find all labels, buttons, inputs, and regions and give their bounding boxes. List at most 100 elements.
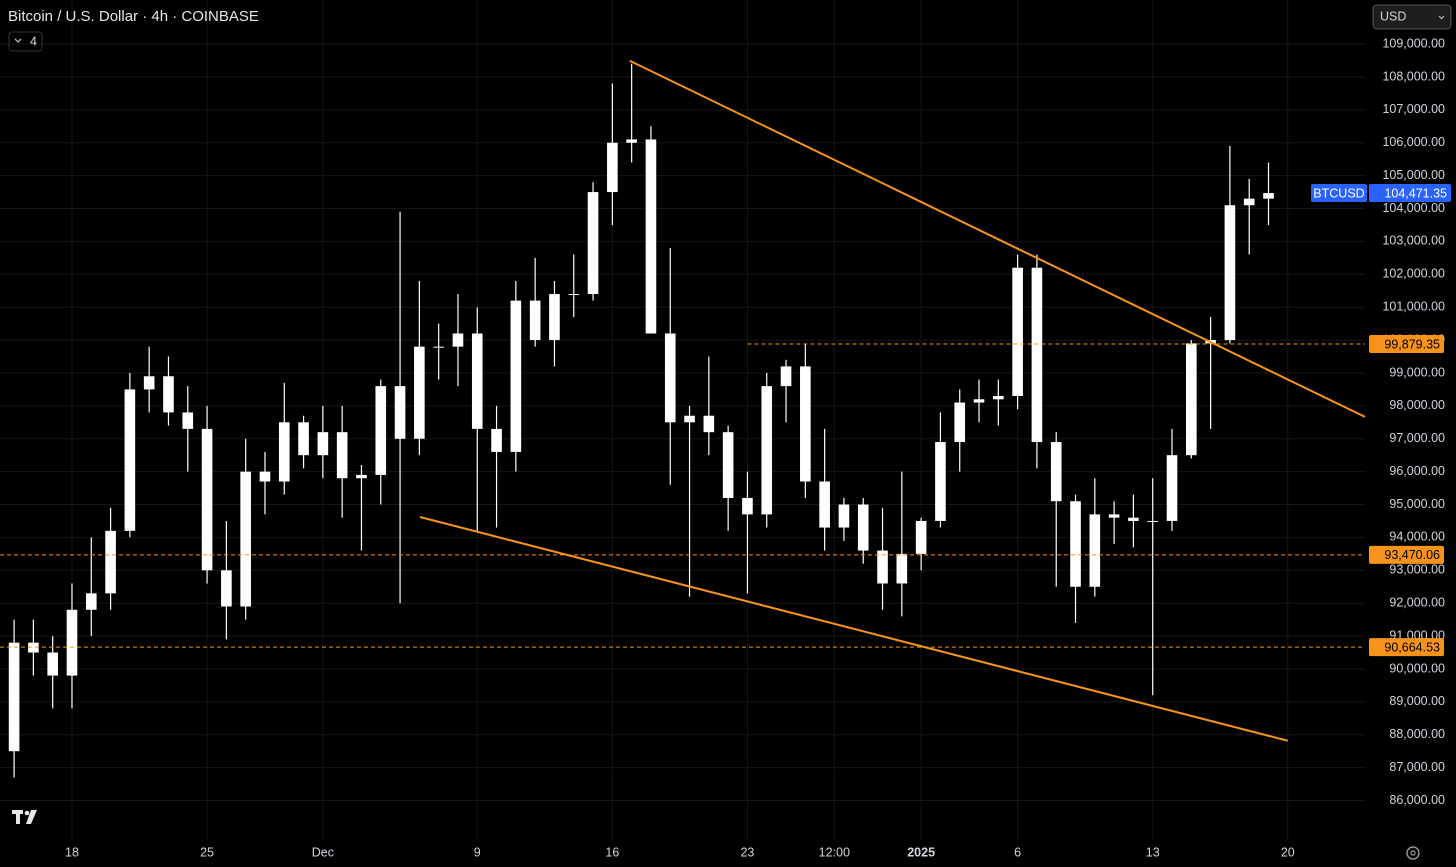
candle-body (28, 642, 39, 653)
candle-body (8, 642, 20, 752)
y-tick-label: 93,000.00 (1389, 563, 1445, 577)
y-tick-label: 87,000.00 (1389, 760, 1445, 774)
trendline (419, 516, 1289, 742)
y-tick-label: 106,000.00 (1382, 135, 1445, 149)
candle-body (780, 366, 792, 387)
x-tick-label: 2025 (907, 845, 935, 859)
y-tick-label: 105,000.00 (1382, 168, 1445, 182)
logo-part (24, 810, 30, 816)
overlays: 86,000.00 87,000.00 88,000.00 89,000.00 90,0… (0, 36, 1451, 859)
indicator-toggle[interactable] (8, 31, 43, 52)
candle-body (645, 139, 657, 334)
candle-body (1263, 193, 1274, 199)
y-tick-label: 104,000.00 (1382, 201, 1445, 215)
candle-body (240, 471, 251, 607)
candle-body (201, 428, 213, 571)
candle-body (356, 474, 367, 479)
price-name: BTCUSD (1313, 186, 1364, 200)
candle-body (491, 428, 502, 452)
candle-body (549, 294, 560, 341)
candle-body (587, 192, 599, 295)
candle-body (568, 294, 580, 296)
candle-body (607, 142, 618, 193)
y-tick-label: 86,000.00 (1389, 793, 1445, 807)
y-tick-label: 94,000.00 (1389, 530, 1445, 544)
candle-body (47, 652, 58, 676)
price-label: 104,471.35 (1384, 186, 1447, 200)
candle-body (915, 520, 927, 554)
level-badge (1369, 638, 1444, 657)
candle-body (163, 376, 174, 413)
y-tick-label: 88,000.00 (1389, 727, 1445, 741)
candle-body (973, 399, 985, 403)
candle-body (1089, 514, 1101, 587)
candle-body (375, 386, 387, 475)
candle-body (66, 609, 78, 676)
x-tick-label: 18 (65, 845, 79, 859)
candle-body (105, 530, 116, 594)
x-tick-label: 13 (1146, 845, 1160, 859)
logo-part (26, 810, 37, 824)
candle-body (684, 415, 695, 423)
candle-body (1243, 198, 1255, 206)
y-tick-label: 103,000.00 (1382, 234, 1445, 248)
currency-dropdown[interactable] (1372, 4, 1452, 30)
price-name-badge (1311, 184, 1367, 203)
level-label: 99,879.35 (1384, 337, 1440, 351)
level-badge (1369, 335, 1444, 354)
y-tick-label: 96,000.00 (1389, 464, 1445, 478)
level-label: 93,470.06 (1384, 548, 1440, 562)
price-badge (1369, 184, 1451, 203)
y-tick-label: 101,000.00 (1382, 299, 1445, 313)
candle-body (336, 432, 348, 479)
candle-body (761, 386, 773, 515)
candle-body (143, 376, 155, 390)
chart-title: Bitcoin / U.S. Dollar · 4h · COINBASE (8, 8, 259, 25)
candle-body (471, 333, 483, 429)
y-tick-label: 92,000.00 (1389, 595, 1445, 609)
x-tick-label: 20 (1281, 845, 1295, 859)
level-badge (1369, 545, 1444, 564)
x-tick-label: 23 (740, 845, 754, 859)
candle-body (896, 553, 908, 584)
y-tick-label: 95,000.00 (1389, 497, 1445, 511)
candle-body (278, 422, 290, 482)
candle-body (1070, 501, 1081, 587)
settings-button[interactable] (1406, 846, 1420, 860)
chevron-icon (1438, 15, 1445, 20)
candle-body (414, 346, 425, 439)
candle-body (1147, 520, 1159, 522)
trendline (629, 59, 1366, 418)
chevron-icon (14, 38, 22, 43)
candle-body (742, 497, 753, 515)
x-tick-label: 16 (605, 845, 619, 859)
candle-body (935, 442, 946, 521)
candle-body (838, 504, 850, 528)
candle-body (85, 593, 97, 610)
y-tick-label: 108,000.00 (1382, 69, 1445, 83)
candle-body (1108, 514, 1120, 518)
level-label: 90,664.53 (1384, 640, 1440, 654)
candle-body (819, 481, 830, 528)
candle-body (703, 415, 715, 433)
candle-body (857, 504, 869, 551)
currency-label: USD (1380, 9, 1406, 23)
x-tick-label: Dec (312, 845, 334, 859)
logo (12, 810, 37, 824)
candle-body (664, 333, 676, 423)
x-tick-label: 12:00 (819, 845, 850, 859)
candle-body (1031, 267, 1043, 443)
candle-body (626, 139, 637, 143)
candle-body (298, 422, 309, 456)
candle-body (1012, 267, 1023, 396)
y-tick-label: 90,000.00 (1389, 661, 1445, 675)
x-tick-label: 9 (474, 845, 481, 859)
candle-body (529, 300, 541, 341)
candle-body (452, 333, 464, 347)
candle-body (510, 300, 522, 452)
logo-part (16, 810, 20, 824)
candle-body (394, 386, 406, 439)
candle-body (800, 366, 811, 482)
x-tick-label: 25 (200, 845, 214, 859)
